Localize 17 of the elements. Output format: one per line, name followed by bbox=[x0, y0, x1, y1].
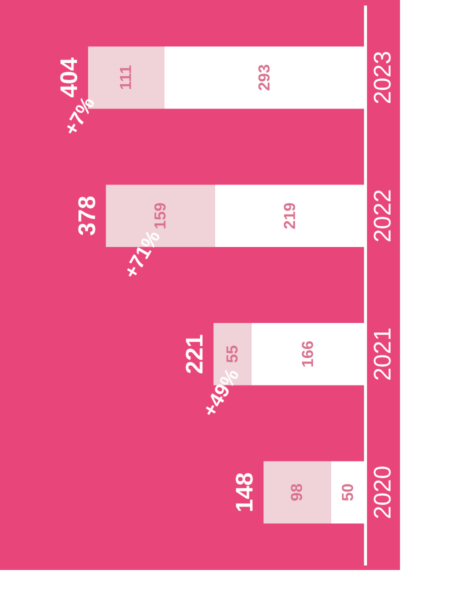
total-label: 378 bbox=[74, 196, 101, 236]
y-tick-label: 2022 bbox=[370, 189, 396, 243]
y-tick-label: 2021 bbox=[370, 327, 396, 381]
y-tick-label: 2023 bbox=[370, 50, 396, 104]
data-label: 55 bbox=[224, 345, 242, 364]
data-label: 293 bbox=[256, 64, 274, 91]
total-label: 404 bbox=[56, 56, 84, 98]
data-label: 111 bbox=[118, 65, 136, 90]
total-label: 221 bbox=[182, 334, 209, 374]
y-tick-label: 2020 bbox=[370, 466, 396, 520]
bar bbox=[264, 461, 331, 524]
total-label: 148 bbox=[232, 472, 259, 512]
data-label: 50 bbox=[340, 483, 357, 502]
data-label: 219 bbox=[282, 202, 299, 230]
data-label: 166 bbox=[300, 340, 318, 368]
data-label: 159 bbox=[152, 202, 170, 230]
data-label: 98 bbox=[289, 483, 306, 502]
